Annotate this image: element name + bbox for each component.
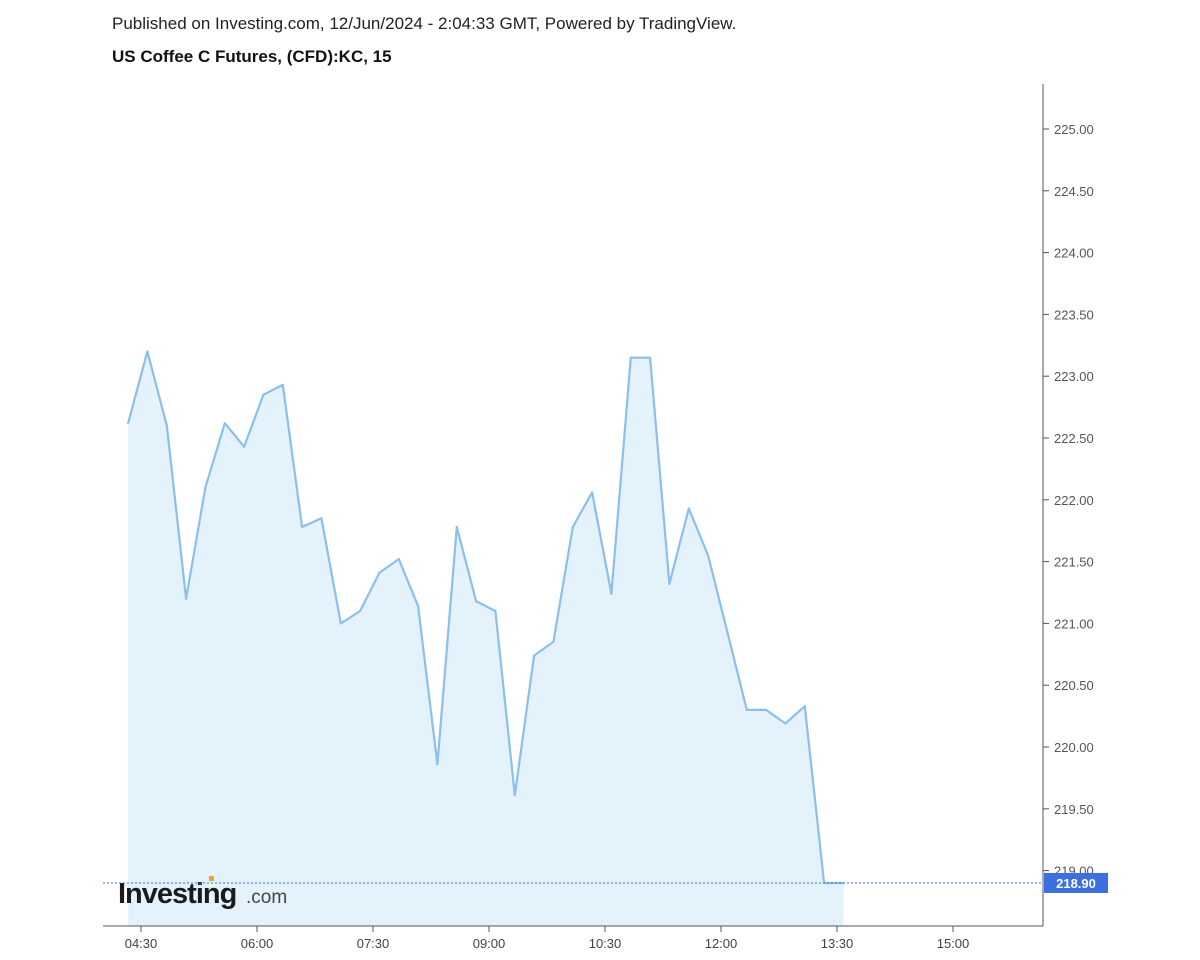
price-line-segment (532, 640, 555, 657)
time-tick-label: 06:00 (241, 936, 274, 951)
price-line-segment (552, 525, 574, 644)
price-line-segment (784, 705, 806, 725)
price-line-segment (610, 356, 632, 595)
price-line-segment (668, 507, 690, 585)
price-line-segment (571, 491, 594, 529)
price-line-segment (165, 424, 188, 600)
time-tick-label: 09:00 (473, 936, 506, 951)
last-price-layer: 218.90 (103, 872, 1108, 893)
price-tick-label: 224.00 (1054, 246, 1094, 261)
price-tick-label: 223.00 (1054, 369, 1094, 384)
price-line-segment (803, 705, 826, 885)
price-tick-label: 219.50 (1054, 802, 1094, 817)
price-line-segment (590, 491, 613, 595)
time-tick-label: 10:30 (589, 936, 622, 951)
time-tick-label: 04:30 (125, 936, 158, 951)
area-layer (128, 351, 844, 926)
price-line-segment (764, 708, 787, 725)
price-line-segment (281, 383, 304, 529)
price-line-segment (648, 356, 671, 585)
price-line-segment (320, 517, 342, 625)
time-tick-label: 12:00 (705, 936, 738, 951)
price-line-segment (436, 525, 458, 766)
price-line-segment (301, 517, 323, 529)
price-line-segment (339, 609, 362, 625)
chart-title: US Coffee C Futures, (CFD):KC, 15 (112, 47, 392, 66)
line-layer (127, 350, 845, 885)
price-line-segment (726, 630, 748, 712)
logo-main-text: Investing (118, 878, 236, 910)
price-tick-label: 221.50 (1054, 555, 1094, 570)
last-price-label: 218.90 (1056, 876, 1096, 891)
price-line-segment (146, 350, 168, 427)
price-line-segment (204, 422, 226, 489)
price-tick-label: 220.00 (1054, 740, 1094, 755)
price-line-segment (359, 571, 381, 613)
price-tick-label: 223.50 (1054, 307, 1094, 322)
price-line-segment (185, 486, 207, 600)
price-line-segment (706, 554, 729, 634)
price-tick-label: 224.50 (1054, 184, 1094, 199)
time-tick-label: 07:30 (357, 936, 390, 951)
price-area-fill (128, 351, 844, 926)
price-line-segment (223, 422, 246, 448)
price-line-segment (378, 557, 400, 574)
price-tick-label: 221.00 (1054, 616, 1094, 631)
last-price-tag (1044, 872, 1108, 893)
published-caption: Published on Investing.com, 12/Jun/2024 … (112, 14, 737, 33)
price-line-segment (127, 350, 149, 425)
price-line-segment (262, 383, 284, 396)
investing-logo: Investing .com (118, 876, 287, 910)
price-line-segment (455, 525, 478, 603)
logo-accent-icon (209, 876, 214, 881)
time-tick-label: 15:00 (937, 936, 970, 951)
price-tick-label: 222.50 (1054, 431, 1094, 446)
time-tick-label: 13:30 (821, 936, 854, 951)
price-line-segment (687, 507, 710, 557)
price-tick-label: 225.00 (1054, 122, 1094, 137)
price-line-segment (397, 557, 420, 608)
price-line-segment (417, 604, 439, 766)
price-line-segment (513, 654, 536, 797)
price-line-segment (243, 393, 265, 448)
price-line-segment (494, 609, 516, 797)
logo-suffix-text: .com (246, 887, 287, 908)
price-tick-label: 222.00 (1054, 493, 1094, 508)
price-tick-label: 220.50 (1054, 678, 1094, 693)
price-line-segment (475, 600, 497, 613)
